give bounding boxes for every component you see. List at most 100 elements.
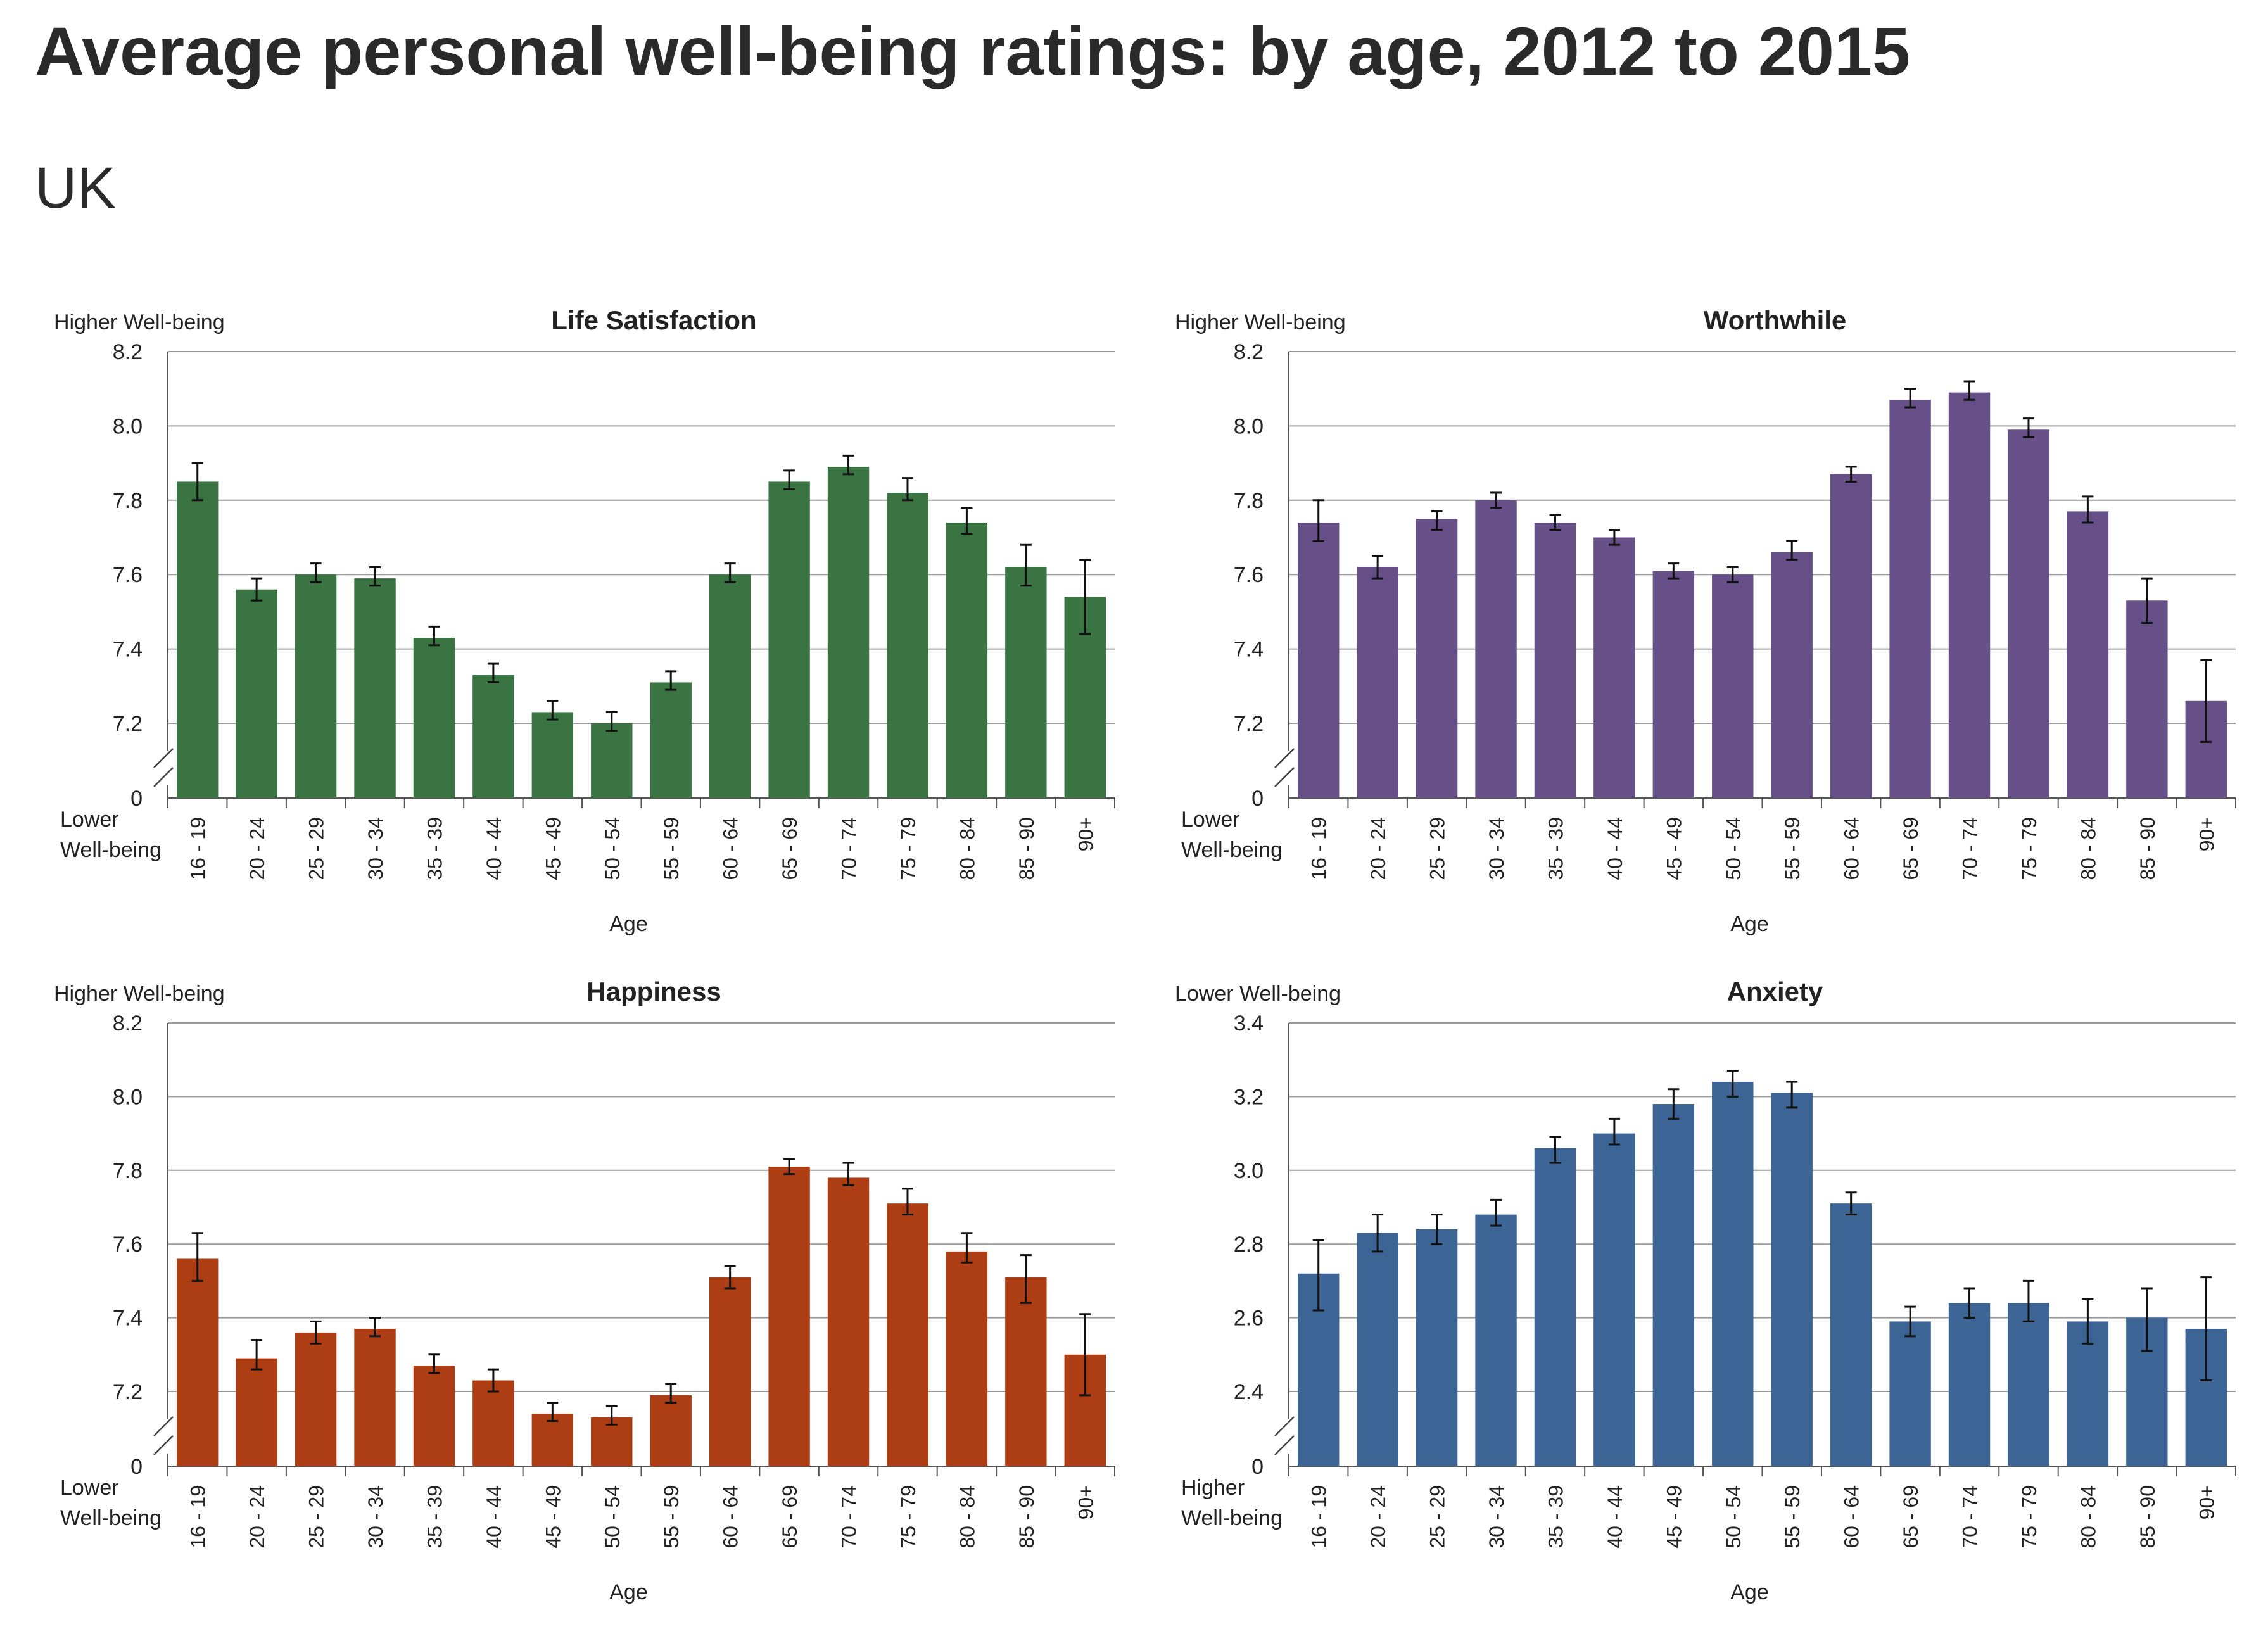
- y-tick-label: 2.8: [1234, 1233, 1264, 1257]
- y-axis-top-label: Higher Well-being: [54, 310, 225, 334]
- x-tick-label: 85 - 90: [2136, 817, 2159, 880]
- bar: [887, 1203, 928, 1466]
- bar: [768, 1166, 810, 1466]
- y-tick-label: 2.6: [1234, 1307, 1264, 1331]
- bar: [709, 574, 751, 798]
- x-tick-label: 35 - 39: [1544, 1485, 1567, 1549]
- x-tick-label: 16 - 19: [187, 1485, 210, 1549]
- x-tick-label: 20 - 24: [246, 817, 269, 880]
- x-tick-label: 90+: [2195, 817, 2218, 851]
- x-tick-label: 90+: [1074, 1485, 1097, 1519]
- axis-break-mark: [153, 767, 174, 787]
- bar: [1593, 1133, 1635, 1466]
- bar: [887, 493, 928, 798]
- x-tick-label: 85 - 90: [1015, 817, 1038, 880]
- x-tick-label: 35 - 39: [423, 1485, 446, 1549]
- x-tick-label: 50 - 54: [601, 817, 624, 880]
- bar: [1416, 519, 1458, 798]
- page-title: Average personal well-being ratings: by …: [35, 13, 1911, 89]
- y-tick-label: 2.4: [1234, 1380, 1264, 1404]
- x-tick-label: 70 - 74: [838, 817, 861, 880]
- bar: [1771, 1093, 1813, 1466]
- x-tick-label: 30 - 34: [1485, 1485, 1508, 1549]
- bar: [1534, 523, 1576, 798]
- x-tick-label: 50 - 54: [601, 1485, 624, 1549]
- y-axis-top-label: Higher Well-being: [54, 982, 225, 1006]
- axis-break-mark: [153, 1435, 174, 1455]
- x-tick-label: 30 - 34: [364, 1485, 387, 1549]
- bar: [1830, 1203, 1872, 1466]
- bar: [827, 1177, 870, 1466]
- x-tick-label: 55 - 59: [660, 1485, 683, 1549]
- bar: [650, 682, 692, 798]
- x-tick-label: 85 - 90: [2136, 1485, 2159, 1549]
- y-tick-label: 8.0: [113, 1085, 143, 1109]
- x-tick-label: 60 - 64: [1840, 817, 1863, 880]
- x-axis-title: Age: [609, 1580, 648, 1604]
- axis-break-mark: [1274, 767, 1295, 787]
- x-tick-label: 30 - 34: [1485, 817, 1508, 880]
- axis-break-mark: [1274, 1416, 1295, 1436]
- x-tick-label: 25 - 29: [1426, 1485, 1449, 1549]
- y-axis-bottom-label: Well-being: [60, 838, 162, 862]
- x-tick-label: 75 - 79: [2018, 817, 2041, 880]
- axis-break-mark: [1274, 1435, 1295, 1455]
- bar: [1298, 523, 1340, 798]
- bar: [1005, 1277, 1047, 1466]
- bar: [2126, 600, 2168, 798]
- bar: [413, 637, 455, 798]
- x-tick-label: 40 - 44: [1604, 817, 1626, 880]
- bar: [1889, 400, 1931, 798]
- bar: [531, 712, 574, 798]
- bar: [1712, 1082, 1754, 1466]
- chart-title: Worthwhile: [1704, 305, 1847, 335]
- x-tick-label: 20 - 24: [1367, 817, 1390, 880]
- bar: [1593, 537, 1635, 798]
- y-axis-bottom-label: Well-being: [1181, 838, 1283, 862]
- x-tick-label: 65 - 69: [778, 817, 801, 880]
- life-satisfaction-chart: Life Satisfaction Higher Well-being 8.2 8.0…: [54, 305, 1115, 936]
- x-tick-label: 40 - 44: [1604, 1485, 1626, 1549]
- axis-break-mark: [153, 748, 174, 768]
- y-axis-bottom-label: Well-being: [1181, 1506, 1283, 1530]
- y-tick-label: 7.2: [1234, 712, 1264, 736]
- x-tick-label: 20 - 24: [1367, 1485, 1390, 1549]
- y-tick-label: 7.6: [1234, 563, 1264, 587]
- y-tick-label: 7.4: [113, 638, 143, 662]
- bar: [354, 1329, 396, 1466]
- x-tick-label: 70 - 74: [838, 1485, 861, 1549]
- axis-break-mark: [1274, 748, 1295, 768]
- bar: [650, 1395, 692, 1466]
- x-tick-label: 70 - 74: [1959, 817, 1982, 880]
- bar: [177, 1258, 219, 1466]
- y-tick-label: 7.8: [113, 1159, 143, 1183]
- bar: [531, 1413, 574, 1466]
- x-tick-label: 90+: [1074, 817, 1097, 851]
- bar: [354, 578, 396, 798]
- happiness-chart: Happiness Higher Well-being 8.2 8.0 7.8 7.6 7.…: [54, 977, 1115, 1604]
- bar: [827, 466, 870, 798]
- bar: [177, 481, 219, 798]
- bar: [768, 481, 810, 798]
- x-tick-label: 75 - 79: [897, 817, 920, 880]
- bar: [2067, 511, 2109, 798]
- x-tick-label: 45 - 49: [542, 1485, 564, 1549]
- y-tick-label: 7.4: [113, 1307, 143, 1331]
- bar: [236, 1358, 277, 1466]
- y-tick-label: 0: [130, 1455, 143, 1479]
- x-tick-label: 16 - 19: [1308, 1485, 1331, 1549]
- bar: [1475, 1214, 1517, 1466]
- x-tick-label: 40 - 44: [483, 1485, 505, 1549]
- bar: [1830, 474, 1872, 798]
- x-tick-label: 80 - 84: [2077, 1485, 2100, 1549]
- y-tick-label: 7.2: [113, 712, 143, 736]
- bar: [1652, 1104, 1695, 1466]
- x-tick-label: 60 - 64: [1840, 1485, 1863, 1549]
- bar: [1534, 1148, 1576, 1466]
- page-subtitle: UK: [35, 156, 116, 220]
- x-tick-label: 55 - 59: [1781, 1485, 1804, 1549]
- y-axis-bottom-label: Lower: [60, 1476, 119, 1500]
- y-tick-label: 7.2: [113, 1380, 143, 1404]
- x-tick-label: 75 - 79: [897, 1485, 920, 1549]
- bar: [1889, 1321, 1931, 1466]
